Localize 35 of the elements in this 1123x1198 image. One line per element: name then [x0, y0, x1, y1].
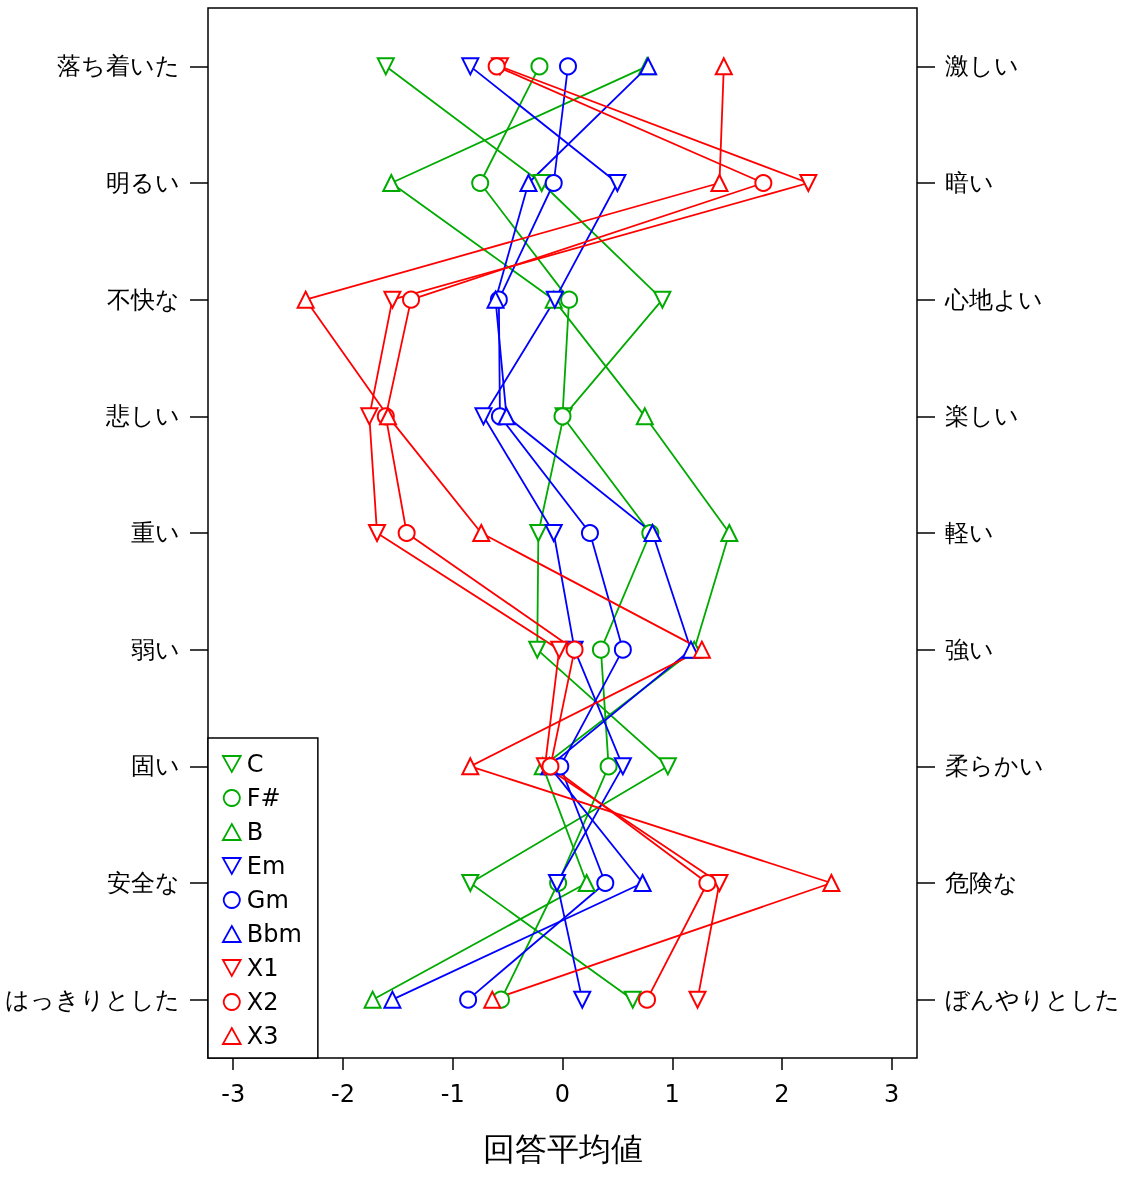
y2-tick-label: 暗い	[945, 169, 994, 197]
y-tick-label: 弱い	[131, 635, 180, 664]
x-tick-label: 3	[884, 1080, 900, 1108]
x-tick-label: 1	[664, 1080, 680, 1108]
legend-label: C	[246, 750, 264, 778]
y-tick-label: 安全な	[107, 869, 180, 897]
legend-label: Bbm	[246, 920, 302, 948]
y-tick-label: 悲しい	[105, 402, 180, 431]
y2-tick-label: 激しい	[945, 52, 1019, 81]
y2-tick-label: 楽しい	[945, 402, 1019, 431]
y-tick-label: はっきりとした	[5, 985, 180, 1014]
legend-label: Gm	[246, 886, 289, 914]
y-tick-label: 落ち着いた	[57, 52, 180, 81]
x-axis-title: 回答平均値	[482, 1130, 643, 1168]
x-tick-label: 0	[554, 1080, 571, 1108]
y-tick-label: 固い	[131, 752, 180, 781]
y-tick-label: 明るい	[106, 169, 180, 197]
legend-label: X1	[246, 954, 279, 982]
legend-label: F#	[246, 784, 281, 812]
legend-label: B	[246, 818, 264, 846]
y2-tick-label: 心地よい	[944, 285, 1043, 314]
y2-tick-label: 軽い	[945, 519, 994, 547]
x-tick-label: -2	[331, 1080, 355, 1108]
x-tick-label: -3	[221, 1080, 246, 1108]
legend-label: X2	[246, 988, 279, 1016]
y2-tick-label: 柔らかい	[945, 752, 1044, 781]
legend-label: Em	[246, 852, 286, 880]
y2-tick-label: 危険な	[945, 869, 1018, 897]
y-tick-label: 不快な	[107, 285, 180, 314]
x-tick-label: 2	[774, 1080, 790, 1108]
x-tick-label: -1	[440, 1080, 465, 1108]
legend-label: X3	[246, 1022, 279, 1050]
y2-tick-label: 強い	[945, 635, 994, 664]
y-tick-label: 重い	[131, 519, 180, 547]
y2-tick-label: ぼんやりとした	[945, 985, 1120, 1014]
